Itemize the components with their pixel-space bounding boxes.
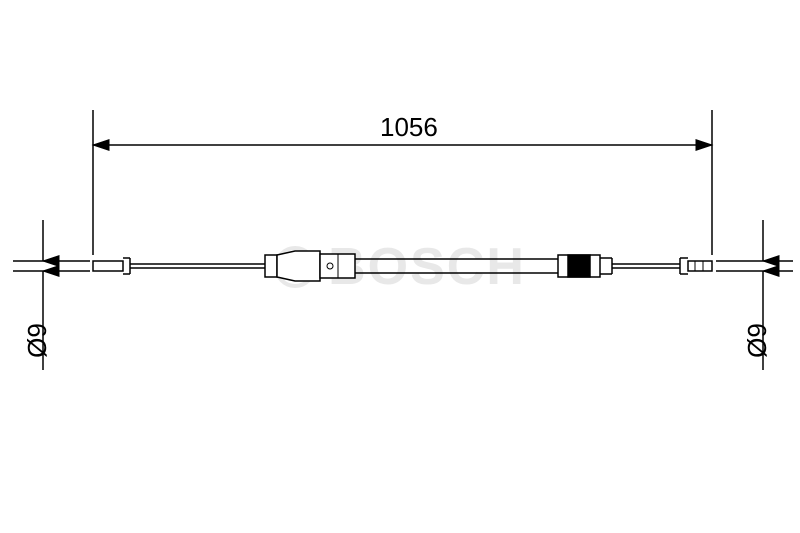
right-end-fitting xyxy=(680,258,712,274)
right-body xyxy=(558,255,612,277)
left-body xyxy=(265,251,355,281)
left-end-fitting xyxy=(93,258,130,274)
drawing-svg xyxy=(0,0,800,533)
technical-drawing: © BOSCH xyxy=(0,0,800,533)
